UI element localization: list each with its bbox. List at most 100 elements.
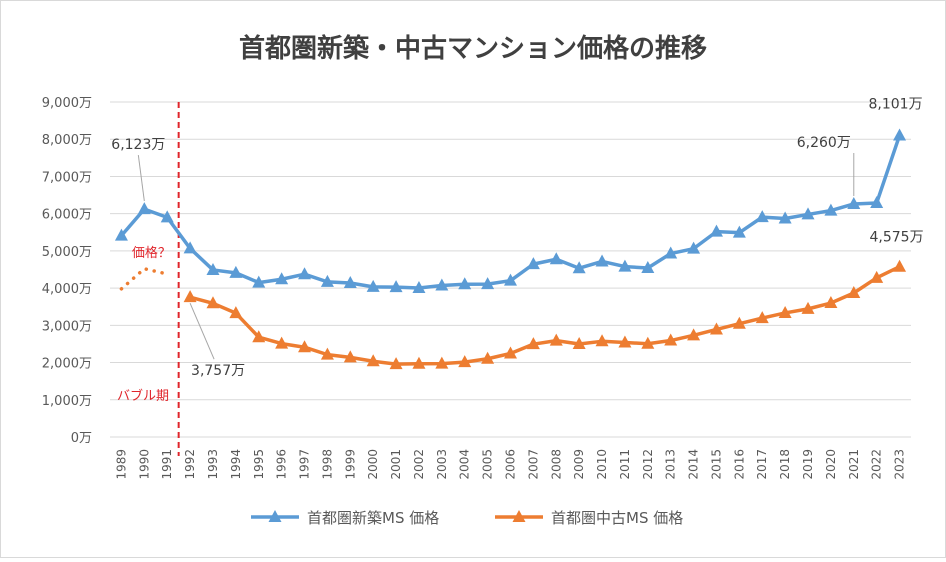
data-point — [664, 246, 678, 259]
x-tick-label: 1995 — [252, 449, 266, 480]
data-point — [343, 275, 357, 288]
data-point — [732, 316, 746, 329]
data-point — [870, 270, 884, 283]
data-point — [709, 322, 723, 335]
bubble-era-marker: バブル期 価格？ — [117, 102, 180, 456]
y-tick-label: 2,000万 — [42, 357, 92, 372]
x-tick-label: 2014 — [687, 449, 701, 480]
x-tick-label: 2002 — [412, 449, 426, 480]
x-tick-label: 2021 — [847, 449, 861, 480]
data-point — [595, 254, 609, 267]
data-point — [778, 211, 792, 224]
data-point — [389, 357, 403, 370]
x-tick-label: 2003 — [435, 449, 449, 480]
x-tick-label: 2018 — [778, 449, 792, 480]
data-point — [572, 261, 586, 274]
data-point — [320, 274, 334, 287]
x-tick-label: 1997 — [298, 449, 312, 480]
x-tick-label: 1994 — [229, 449, 243, 480]
legend-marker — [512, 510, 526, 522]
data-point — [160, 210, 174, 223]
data-point — [206, 296, 220, 309]
gridlines — [110, 101, 911, 438]
data-point — [641, 336, 655, 349]
data-point — [687, 328, 701, 341]
x-axis-ticks: 1989 1990 1991 1992 1993 1994 1995 1996 1997 1998… — [114, 449, 906, 480]
x-tick-label: 2010 — [595, 449, 609, 480]
data-point — [412, 280, 426, 293]
data-point — [778, 305, 792, 318]
data-point — [687, 241, 701, 254]
data-point — [893, 259, 907, 272]
data-point — [709, 224, 723, 237]
y-tick-label: 8,000万 — [42, 133, 92, 148]
x-tick-label: 1989 — [114, 449, 128, 480]
data-point — [893, 128, 907, 141]
data-point — [229, 265, 243, 278]
y-axis-ticks: 0万 1,000万 2,000万 3,000万 4,000万 5,000万 6,000万 7,… — [42, 96, 92, 446]
data-point — [252, 275, 266, 288]
y-tick-label: 7,000万 — [42, 170, 92, 185]
x-tick-label: 1999 — [343, 449, 357, 480]
annotation-label: 6,123万 — [111, 137, 165, 153]
x-tick-label: 2007 — [526, 449, 540, 480]
x-tick-label: 1996 — [275, 449, 289, 480]
data-point — [206, 262, 220, 275]
data-point — [595, 334, 609, 347]
data-point — [343, 350, 357, 363]
data-point — [435, 278, 449, 291]
data-point — [801, 207, 815, 220]
x-tick-label: 2012 — [641, 449, 655, 480]
data-point — [526, 337, 540, 350]
data-point — [366, 354, 380, 367]
data-point — [847, 285, 861, 298]
y-tick-label: 4,000万 — [42, 282, 92, 297]
data-point — [870, 195, 884, 208]
data-point — [526, 257, 540, 270]
data-point — [458, 277, 472, 290]
annotation-leader — [189, 302, 215, 360]
data-point — [275, 336, 289, 349]
legend-label: 首都圏新築MS 価格 — [307, 509, 439, 527]
data-point — [618, 259, 632, 272]
data-point — [252, 330, 266, 343]
x-tick-label: 2023 — [893, 449, 907, 480]
x-tick-label: 1991 — [160, 449, 174, 480]
data-point — [320, 347, 334, 360]
data-point — [298, 267, 312, 280]
x-tick-label: 2015 — [709, 449, 723, 480]
data-point — [389, 280, 403, 293]
y-tick-label: 3,000万 — [42, 319, 92, 334]
data-point — [504, 273, 517, 286]
data-point — [664, 333, 678, 346]
x-tick-label: 2019 — [801, 449, 815, 480]
data-point — [114, 228, 128, 241]
legend-label: 首都圏中古MS 価格 — [551, 509, 683, 527]
y-tick-label: 9,000万 — [42, 96, 92, 111]
data-point — [618, 335, 632, 348]
x-tick-label: 2005 — [481, 449, 495, 480]
data-point — [435, 356, 449, 369]
x-tick-label: 2000 — [366, 449, 380, 480]
series-line — [189, 265, 901, 366]
data-point — [481, 277, 495, 290]
data-point — [183, 241, 197, 254]
x-tick-label: 2013 — [664, 449, 678, 480]
data-point — [275, 272, 289, 285]
x-tick-label: 2001 — [389, 449, 403, 480]
data-point — [847, 196, 861, 209]
data-point — [572, 336, 586, 349]
bubble-estimate-line — [119, 266, 169, 291]
x-tick-label: 2020 — [824, 449, 838, 480]
x-tick-label: 2006 — [504, 449, 518, 480]
annotation-label: 3,757万 — [191, 363, 245, 379]
data-point — [137, 202, 151, 215]
data-point — [458, 355, 472, 368]
annotation-leader — [137, 155, 145, 202]
data-point — [504, 346, 517, 359]
data-point — [229, 306, 243, 319]
data-point — [732, 225, 746, 238]
x-tick-label: 1992 — [183, 449, 197, 480]
